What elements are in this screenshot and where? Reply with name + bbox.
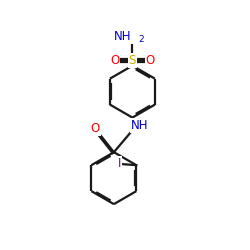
Text: NH: NH [131,119,148,132]
Text: S: S [129,54,136,67]
Text: O: O [110,54,119,67]
Text: O: O [146,54,155,67]
Text: NH: NH [114,30,132,44]
Text: 2: 2 [139,35,144,44]
Text: I: I [118,158,121,170]
Text: O: O [91,122,100,135]
